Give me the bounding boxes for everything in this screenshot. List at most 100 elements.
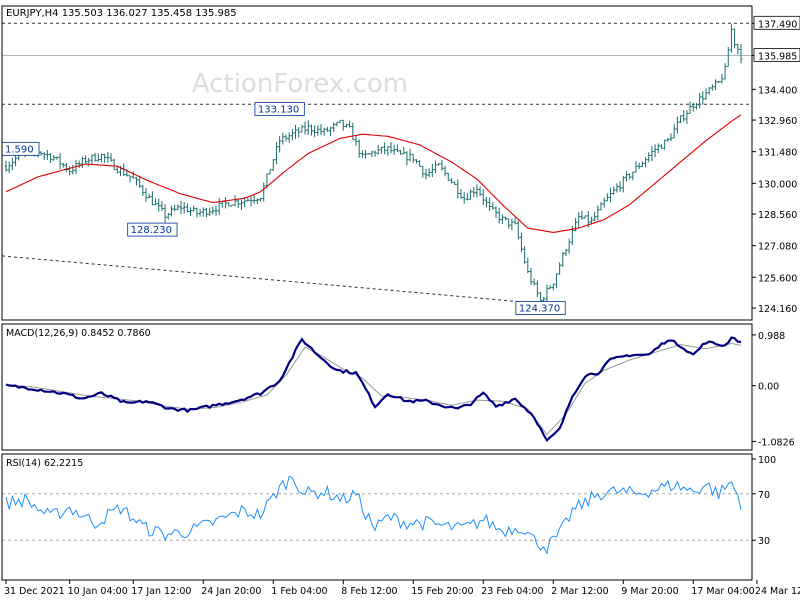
price-bar xyxy=(526,257,530,274)
price-bar xyxy=(628,173,632,180)
price-bar xyxy=(230,204,234,207)
price-bar xyxy=(176,204,180,211)
price-bar xyxy=(589,216,593,224)
time-tick-label: 15 Feb 20:00 xyxy=(411,586,473,597)
price-bar xyxy=(173,204,177,212)
macd-tick-label: 0.988 xyxy=(758,331,785,342)
price-bar xyxy=(109,153,113,162)
price-bar xyxy=(701,91,705,105)
price-bar xyxy=(720,73,724,84)
time-tick-label: 1 Feb 04:00 xyxy=(271,586,327,597)
price-bar xyxy=(217,197,221,215)
price-bar xyxy=(424,169,428,180)
price-bar xyxy=(103,153,107,163)
macd-tick-label: -1.0826 xyxy=(758,437,795,448)
price-bar xyxy=(656,143,660,154)
price-bar xyxy=(246,197,250,202)
price-bar xyxy=(84,155,88,164)
price-bar xyxy=(52,155,56,161)
price-bar xyxy=(141,184,145,197)
price-bar xyxy=(402,146,406,155)
price-bar xyxy=(666,138,670,142)
price-bar xyxy=(440,160,444,171)
price-bar xyxy=(475,184,479,198)
price-bar xyxy=(395,144,399,153)
price-bar xyxy=(39,151,43,156)
price-tick-label: 130.000 xyxy=(758,179,797,190)
price-bar xyxy=(61,162,65,168)
price-bar xyxy=(599,202,603,211)
time-tick-label: 9 Mar 20:00 xyxy=(621,586,678,597)
price-bar xyxy=(459,188,463,200)
macd-panel: MACD(12,26,9) 0.8452 0.7860 0.988 0.00 -1.0… xyxy=(5,328,795,448)
price-bar xyxy=(465,193,469,201)
price-bar xyxy=(637,162,641,170)
price-tick-label: 137.490 xyxy=(758,19,797,30)
price-bar xyxy=(115,165,119,174)
price-bar xyxy=(204,207,208,218)
price-bar xyxy=(411,153,415,163)
rsi-label: RSI(14) 62.2215 xyxy=(6,458,83,469)
price-bar xyxy=(583,215,587,219)
price-bar xyxy=(189,207,193,217)
price-bar xyxy=(472,187,476,198)
price-tick-label: 134.400 xyxy=(758,85,797,96)
price-bar xyxy=(367,153,371,155)
price-bar xyxy=(287,132,291,143)
price-bar xyxy=(71,164,75,175)
price-bar xyxy=(513,217,517,225)
price-bar xyxy=(236,199,240,209)
price-bar xyxy=(478,186,482,197)
time-tick-label: 24 Jan 20:00 xyxy=(201,586,261,597)
price-bar xyxy=(274,142,278,165)
price-bar xyxy=(329,126,333,137)
price-bar xyxy=(93,152,97,162)
price-bar xyxy=(669,133,673,142)
time-tick-label: 24 Mar 12:00 xyxy=(755,586,800,597)
price-bar xyxy=(399,149,403,155)
price-bar xyxy=(405,151,409,166)
price-bar xyxy=(446,172,450,181)
time-tick-label: 23 Feb 04:00 xyxy=(481,586,543,597)
price-bar xyxy=(360,150,364,158)
price-bar xyxy=(647,152,651,163)
price-bar xyxy=(532,278,536,286)
price-bar xyxy=(726,46,730,67)
macd-label: MACD(12,26,9) 0.8452 0.7860 xyxy=(6,328,151,339)
price-bar xyxy=(577,212,581,228)
price-bar xyxy=(106,152,110,164)
price-bar xyxy=(278,135,282,153)
price-bar xyxy=(10,157,14,171)
price-bar xyxy=(663,139,667,150)
price-bar xyxy=(49,153,53,164)
price-bar xyxy=(201,207,205,217)
price-bar xyxy=(672,124,676,139)
price-bar xyxy=(131,171,135,179)
price-tick-label: 125.600 xyxy=(758,273,797,284)
price-bar xyxy=(653,144,657,158)
price-bar xyxy=(96,153,100,162)
price-bar xyxy=(535,280,539,297)
price-bar xyxy=(163,204,167,223)
price-bar xyxy=(453,181,457,185)
price-bar xyxy=(733,28,737,49)
price-bar xyxy=(507,218,511,229)
price-bar xyxy=(729,24,733,53)
rsi-tick-label: 100 xyxy=(758,455,776,466)
price-bar xyxy=(297,127,301,138)
price-bar xyxy=(723,63,727,80)
price-bar xyxy=(208,207,212,216)
price-bar xyxy=(157,198,161,212)
price-bar xyxy=(185,203,189,213)
price-bar xyxy=(351,122,355,141)
price-bar xyxy=(615,183,619,193)
price-bar xyxy=(249,195,253,207)
price-bar xyxy=(736,43,740,55)
annotation-label: 124.370 xyxy=(519,304,560,315)
price-bar xyxy=(138,175,142,188)
price-bar xyxy=(682,109,686,122)
price-tick-label: 131.480 xyxy=(758,148,797,159)
price-bar xyxy=(523,246,527,264)
price-bar xyxy=(650,146,654,162)
